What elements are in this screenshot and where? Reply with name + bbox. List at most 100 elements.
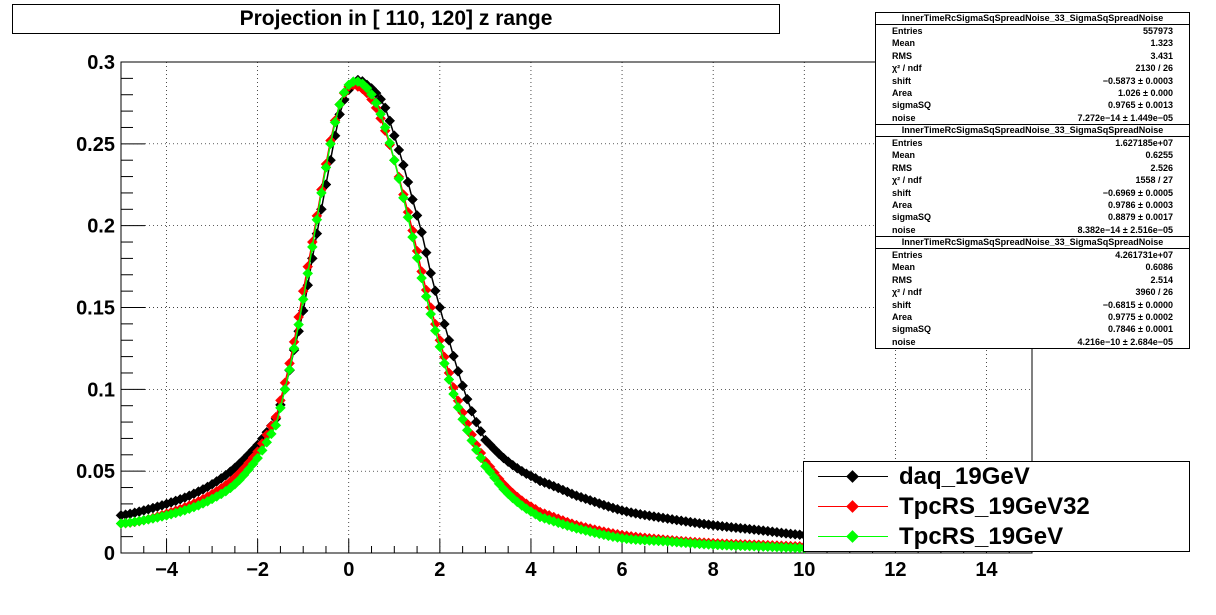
legend: daq_19GeV TpcRS_19GeV32 TpcRS_19GeV [803,461,1190,552]
data-point [452,401,464,413]
data-point [416,226,427,238]
stat-row: noise 7.272e−14 ± 1.449e−05 [876,112,1189,124]
data-point [411,210,423,221]
stat-row: noise 4.216e−10 ± 2.684e−05 [876,336,1189,348]
data-point [420,291,432,302]
stat-row: shift −0.5873 ± 0.0003 [876,75,1189,87]
stat-key: Mean [892,38,916,49]
stat-row: sigmaSQ 0.8879 ± 0.0017 [876,211,1189,223]
data-point [502,456,514,468]
data-point [275,402,286,414]
data-point [429,285,441,297]
stat-row: sigmaSQ 0.9765 ± 0.0013 [876,99,1189,111]
stat-key: shift [892,75,911,86]
stat-value: −0.6969 ± 0.0005 [1102,187,1173,198]
stat-row: sigmaSQ 0.7846 ± 0.0001 [876,323,1189,335]
y-tick-label: 0.3 [87,52,115,74]
data-point [338,87,350,98]
y-tick-label: 0.2 [87,216,115,238]
stat-row: shift −0.6969 ± 0.0005 [876,187,1189,199]
data-point [475,426,487,437]
data-point [443,334,455,346]
data-point [443,374,455,385]
data-point [261,436,273,448]
data-point [370,97,382,109]
data-point [316,187,327,199]
legend-marker [846,470,859,483]
data-point [466,435,478,446]
stat-row: noise 8.382e−14 ± 2.516e−05 [876,224,1189,236]
stat-key: RMS [892,274,912,285]
data-point [402,176,414,188]
data-point [293,319,304,330]
stat-key: noise [892,336,916,347]
data-point [388,154,400,166]
stat-value: 0.9786 ± 0.0003 [1108,199,1173,210]
data-point [407,194,418,205]
stat-key: χ² / ndf [892,175,922,186]
x-tick-label: −4 [155,559,179,581]
data-point [461,393,473,405]
stat-row: χ² / ndf 1558 / 27 [876,174,1189,186]
stat-value: 1.323 [1150,38,1173,49]
x-tick-label: 14 [975,559,998,581]
data-point [398,159,409,171]
stat-key: Area [892,311,913,322]
legend-entry-daq: daq_19GeV [804,462,1189,492]
stat-key: χ² / ndf [892,287,922,298]
x-tick-label: 10 [793,559,815,581]
data-point [475,452,487,464]
stat-row: Entries 1.627185e+07 [876,137,1189,149]
data-point [425,267,437,279]
data-point [288,343,300,354]
stat-key: shift [892,299,911,310]
data-point [439,358,450,369]
data-point [516,500,528,511]
series-TpcRS_19GeV [115,76,810,554]
data-point [306,241,318,253]
data-point [361,82,373,94]
stat-row: χ² / ndf 2130 / 26 [876,62,1189,74]
data-point [320,162,332,173]
stat-box: InnerTimeRcSigmaSqSpreadNoise_33_SigmaSq… [875,12,1190,125]
legend-marker [846,530,859,543]
stat-row: RMS 3.431 [876,50,1189,62]
data-point [425,308,437,320]
stat-value: 0.9775 ± 0.0002 [1108,311,1173,322]
data-point [489,472,500,484]
data-point [393,144,405,156]
data-point [402,211,414,223]
data-point [329,116,341,128]
data-point [388,130,400,142]
data-point [484,466,496,478]
stat-key: Entries [892,26,923,36]
legend-entry-tpcrs-32: TpcRS_19GeV32 [804,492,1189,522]
stat-value: 4.216e−10 ± 2.684e−05 [1077,336,1173,347]
x-tick-label: 12 [884,559,906,581]
data-point [439,318,450,330]
stat-value: 0.7846 ± 0.0001 [1108,324,1173,335]
stat-key: sigmaSQ [892,324,932,335]
x-tick-label: 4 [525,559,537,581]
data-point [297,293,309,305]
y-tick-label: 0 [104,543,115,565]
y-tick-label: 0.1 [87,379,115,401]
data-point [466,405,478,417]
stat-value: 0.6086 [1145,262,1173,273]
data-point [516,465,528,477]
stat-value: −0.6815 ± 0.0000 [1102,299,1173,310]
data-point [411,252,423,264]
data-point [247,458,259,470]
x-tick-label: −2 [246,559,269,581]
data-point [384,115,396,127]
stat-row: Entries 557973 [876,25,1189,37]
stat-key: sigmaSQ [892,212,932,223]
stat-value: 2.526 [1150,162,1173,173]
x-tick-label: 6 [616,559,627,581]
data-point [379,102,391,114]
stat-key: RMS [892,162,912,173]
stat-row: Area 1.026 ± 0.000 [876,87,1189,99]
stat-key: shift [892,187,911,198]
stat-value: 1.627185e+07 [1115,138,1173,148]
